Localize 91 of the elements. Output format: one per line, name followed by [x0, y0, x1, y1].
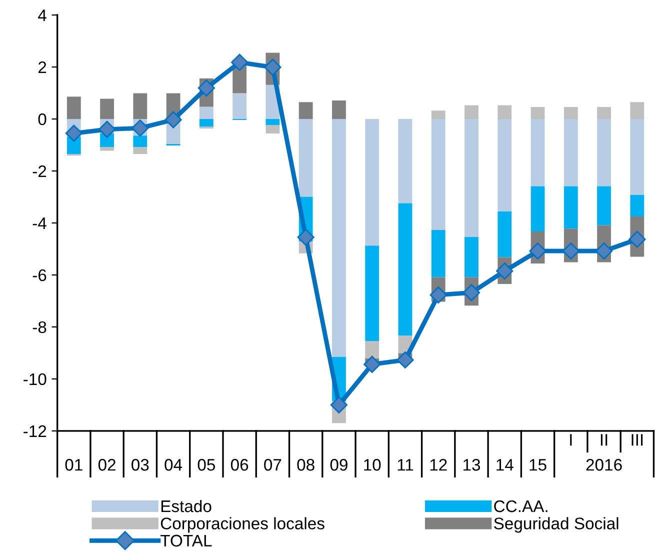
bar	[266, 118, 280, 125]
bar	[530, 118, 545, 186]
point	[297, 228, 314, 246]
legend-label: Corporaciones locales	[160, 517, 324, 533]
x-tick-label: 06	[230, 458, 248, 471]
bar	[365, 246, 380, 341]
bar	[133, 136, 148, 148]
bar	[498, 118, 512, 212]
x-tick-label: III	[632, 434, 643, 446]
point	[198, 80, 215, 97]
bar	[365, 118, 380, 246]
legend-label: TOTAL	[160, 534, 212, 547]
x-tick-label: 11	[398, 459, 414, 471]
bar	[431, 230, 446, 278]
point	[628, 230, 646, 248]
x-tick-label: 15	[530, 459, 546, 471]
bar	[530, 186, 545, 232]
bar	[630, 102, 644, 119]
bar	[266, 124, 280, 134]
y-tick-label: -2	[32, 165, 46, 178]
x-tick-label: 14	[496, 459, 514, 471]
point	[496, 262, 514, 280]
bar	[298, 102, 313, 119]
bar	[100, 147, 114, 151]
bar	[133, 93, 148, 119]
y-tick-label: -10	[24, 373, 46, 386]
bar	[498, 212, 512, 258]
point	[396, 351, 414, 368]
y-tick-label: -6	[32, 269, 46, 282]
point	[562, 242, 580, 260]
point	[595, 242, 613, 260]
x-tick-label: 12	[430, 458, 447, 471]
y-tick-label: 0	[38, 113, 46, 126]
bar	[597, 118, 611, 186]
bar	[530, 107, 545, 119]
y-tick-label: -8	[32, 321, 46, 334]
x-tick-label: 09	[330, 458, 348, 471]
x-tick-label: 03	[132, 458, 149, 471]
point	[430, 286, 447, 304]
bar	[431, 118, 446, 230]
bar	[564, 107, 578, 119]
point	[98, 120, 116, 138]
legend-label: Seguridad Social	[494, 517, 618, 533]
bar	[232, 94, 247, 119]
x-tick-label: 04	[164, 458, 182, 471]
x-tick-label: 05	[198, 458, 216, 471]
bar	[398, 203, 412, 336]
point	[462, 284, 480, 302]
bar	[332, 118, 346, 357]
x-tick-label: 08	[297, 458, 314, 471]
bar	[332, 100, 346, 119]
x-tick-label: II	[600, 434, 608, 446]
point	[529, 242, 546, 260]
x-tick-label: I	[570, 434, 572, 446]
bar	[199, 106, 214, 119]
point	[364, 356, 381, 373]
bar	[133, 147, 148, 154]
bar	[100, 98, 114, 119]
point	[231, 54, 248, 71]
x-tick-label: 07	[264, 458, 282, 471]
bar	[464, 236, 478, 278]
bar	[630, 194, 644, 216]
bar	[564, 186, 578, 229]
point	[65, 124, 82, 142]
bar	[564, 118, 578, 186]
point	[264, 58, 282, 76]
bar	[398, 118, 412, 204]
y-tick-label: 2	[38, 61, 46, 74]
bar	[464, 118, 478, 237]
bar	[66, 96, 81, 119]
y-tick-label: 4	[38, 10, 46, 22]
bar	[464, 105, 478, 119]
y-tick-label: -12	[24, 425, 46, 437]
y-tick-label: -4	[32, 218, 46, 229]
bar	[298, 118, 313, 197]
bar	[597, 186, 611, 226]
x-tick-label: 01	[65, 458, 82, 471]
legend-label: Estado	[161, 500, 212, 512]
text: 2016	[586, 458, 622, 471]
bar	[431, 110, 446, 119]
bar	[498, 105, 512, 119]
bar	[630, 118, 644, 195]
point	[330, 396, 348, 414]
x-tick-label: 02	[98, 458, 116, 471]
x-tick-label: 13	[464, 458, 480, 471]
bar	[365, 340, 380, 358]
point	[164, 111, 182, 128]
bar	[597, 107, 611, 119]
bar	[199, 118, 214, 127]
x-tick-label: 10	[364, 458, 381, 471]
legend-label: CC.AA.	[494, 500, 548, 512]
